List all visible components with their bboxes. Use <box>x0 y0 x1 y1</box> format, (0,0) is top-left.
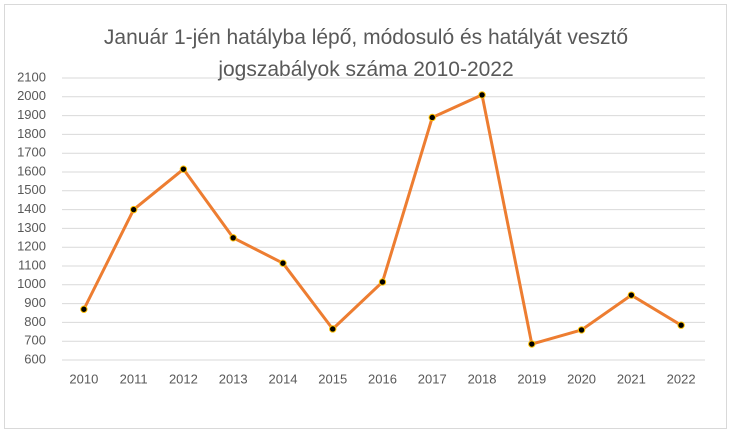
data-point <box>329 325 337 333</box>
y-tick-label: 1800 <box>17 126 46 141</box>
data-point <box>80 305 88 313</box>
x-tick-label: 2013 <box>219 371 248 386</box>
y-tick-label: 800 <box>24 314 46 329</box>
data-point <box>428 113 436 122</box>
y-tick-label: 1300 <box>17 220 46 235</box>
data-point <box>528 340 536 348</box>
x-tick-label: 2016 <box>368 371 397 386</box>
data-point <box>677 321 685 329</box>
data-point <box>229 234 237 242</box>
chart-border <box>4 4 727 429</box>
y-tick-label: 1900 <box>17 107 46 122</box>
x-tick-label: 2014 <box>269 371 298 386</box>
x-tick-label: 2017 <box>418 371 447 386</box>
y-tick-label: 900 <box>24 295 46 310</box>
x-tick-label: 2011 <box>120 371 148 386</box>
data-point <box>577 326 586 334</box>
data-point <box>478 91 486 99</box>
y-tick-label: 1100 <box>18 257 46 272</box>
x-tick-label: 2020 <box>567 371 596 386</box>
y-tick-label: 1600 <box>17 163 46 178</box>
data-point <box>179 165 188 173</box>
y-tick-label: 700 <box>24 333 46 348</box>
chart-title: Január 1-jén hatályba lépő, módosuló és … <box>103 26 629 81</box>
x-tick-label: 2010 <box>69 371 98 386</box>
y-tick-label: 2100 <box>17 69 46 84</box>
x-tick-label: 2012 <box>169 371 198 386</box>
y-tick-label: 1500 <box>17 182 46 197</box>
data-point <box>627 291 636 299</box>
data-point <box>129 205 138 214</box>
x-tick-label: 2015 <box>318 371 347 386</box>
y-tick-label: 1000 <box>17 276 46 291</box>
y-tick-label: 1700 <box>17 145 46 160</box>
x-tick-label: 2022 <box>667 371 696 386</box>
y-tick-label: 1400 <box>17 201 46 216</box>
data-point <box>378 278 387 286</box>
x-tick-label: 2018 <box>468 371 497 386</box>
y-tick-label: 2000 <box>17 88 46 103</box>
data-point <box>279 259 287 267</box>
x-tick-label: 2021 <box>617 371 646 386</box>
y-tick-label: 600 <box>24 351 46 366</box>
y-tick-label: 1200 <box>17 239 46 254</box>
x-tick-label: 2019 <box>517 371 546 386</box>
